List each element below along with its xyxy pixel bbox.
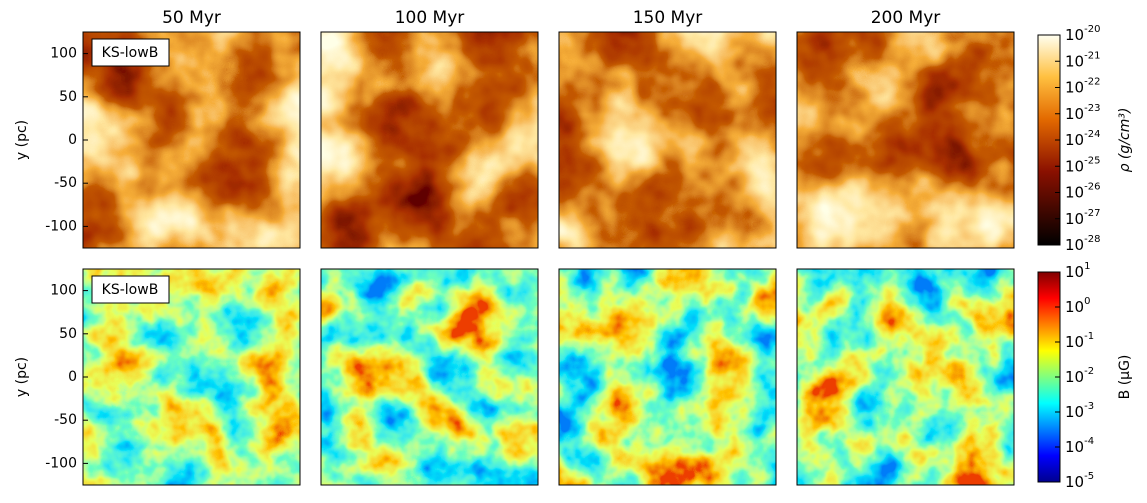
tick-exponent: -5: [1084, 471, 1094, 482]
panel-frame: [320, 31, 539, 249]
colorbar-tick-label: 10-23: [1065, 103, 1100, 123]
y-tick-label: -50: [54, 412, 77, 428]
y-axis-label: y (pc): [14, 120, 30, 160]
colorbar-tick-label: 100: [1065, 296, 1090, 316]
panel-image: [321, 269, 538, 485]
tick-base: 10: [1065, 333, 1084, 351]
tick-exponent: -3: [1084, 401, 1094, 412]
column-title: 100 Myr: [395, 8, 465, 28]
tick-base: 10: [1065, 368, 1084, 386]
tick-base: 10: [1065, 298, 1084, 316]
y-tick-label: 100: [50, 46, 77, 62]
annotation: KS-lowB: [102, 282, 159, 298]
tick-base: 10: [1065, 403, 1084, 421]
tick-exponent: -25: [1084, 155, 1100, 166]
tick-exponent: -20: [1084, 24, 1100, 35]
tick-base: 10: [1065, 209, 1084, 227]
tick-base: 10: [1065, 26, 1084, 44]
tick-base: 10: [1065, 236, 1084, 254]
y-tick-label: -50: [54, 175, 77, 191]
panel-image: [83, 269, 300, 485]
tick-exponent: -4: [1084, 436, 1094, 447]
tick-base: 10: [1065, 438, 1084, 456]
y-tick-label: -100: [45, 455, 77, 471]
colorbar-label: B (μG): [1117, 355, 1133, 400]
colorbar-tick-label: 10-28: [1065, 234, 1100, 254]
annotation-box: [91, 275, 170, 304]
tick-exponent: -24: [1084, 129, 1100, 140]
annotation-box: [91, 38, 170, 67]
tick-exponent: -27: [1084, 208, 1100, 219]
tick-base: 10: [1065, 78, 1084, 96]
y-tick-label: 0: [68, 369, 77, 385]
tick-exponent: -26: [1084, 182, 1100, 193]
y-tick-label: 100: [50, 283, 77, 299]
tick-exponent: -1: [1084, 331, 1094, 342]
panel-image: [797, 269, 1014, 485]
annotation: KS-lowB: [102, 45, 159, 61]
panel-image: [83, 32, 300, 248]
tick-base: 10: [1065, 157, 1084, 175]
tick-exponent: -23: [1084, 103, 1100, 114]
tick-exponent: -2: [1084, 366, 1094, 377]
colorbar-label: ρ (g/cm³): [1117, 108, 1133, 173]
panel-frame: [558, 268, 777, 486]
tick-base: 10: [1065, 52, 1084, 70]
panel-image: [797, 32, 1014, 248]
tick-base: 10: [1065, 263, 1084, 281]
tick-exponent: -28: [1084, 234, 1100, 245]
panel-image: [321, 32, 538, 248]
y-tick-label: -100: [45, 218, 77, 234]
panel-image: [559, 269, 776, 485]
panel-image: [559, 32, 776, 248]
panel-frame: [320, 268, 539, 486]
tick-exponent: 1: [1084, 261, 1090, 272]
panel-frame: [558, 31, 777, 249]
colorbar-tick-label: 10-2: [1065, 366, 1094, 386]
y-tick-label: 50: [59, 89, 77, 105]
colorbar-tick-label: 10-3: [1065, 401, 1094, 421]
column-title: 200 Myr: [871, 8, 941, 28]
colorbar-tick-label: 10-24: [1065, 129, 1100, 149]
colorbar-tick-label: 10-5: [1065, 471, 1094, 491]
colorbar-tick-label: 10-1: [1065, 331, 1094, 351]
panel-frame: [796, 31, 1015, 249]
y-tick-label: 0: [68, 132, 77, 148]
colorbar-tick-label: 10-25: [1065, 155, 1100, 175]
colorbar-tick-label: 10-22: [1065, 77, 1100, 97]
tick-exponent: -21: [1084, 50, 1100, 61]
tick-base: 10: [1065, 131, 1084, 149]
tick-base: 10: [1065, 183, 1084, 201]
colorbar-tick-label: 10-21: [1065, 50, 1100, 70]
colorbar-tick-label: 101: [1065, 261, 1090, 281]
y-tick-label: 50: [59, 326, 77, 342]
tick-base: 10: [1065, 104, 1084, 122]
colorbar-tick-label: 10-20: [1065, 24, 1100, 44]
tick-exponent: -22: [1084, 77, 1100, 88]
tick-exponent: 0: [1084, 296, 1090, 307]
column-title: 150 Myr: [633, 8, 703, 28]
colorbar-tick-label: 10-26: [1065, 182, 1100, 202]
y-axis-label: y (pc): [14, 357, 30, 397]
colorbar-tick-label: 10-27: [1065, 208, 1100, 228]
column-title: 50 Myr: [162, 8, 221, 28]
colorbar-tick-label: 10-4: [1065, 436, 1094, 456]
panel-frame: [796, 268, 1015, 486]
tick-base: 10: [1065, 473, 1084, 491]
